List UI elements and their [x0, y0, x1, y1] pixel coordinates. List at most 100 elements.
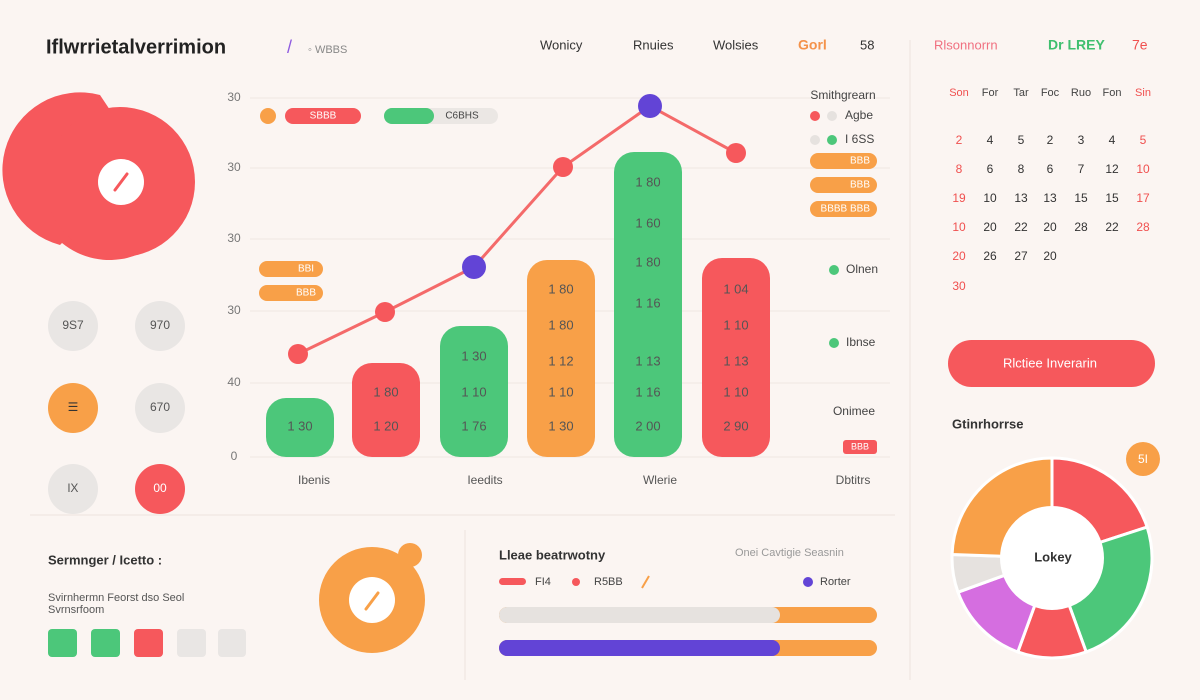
header-link[interactable]: 7e — [1132, 37, 1148, 53]
calendar-day[interactable]: 6 — [1047, 162, 1054, 176]
stat-label[interactable]: 9S7 — [62, 318, 84, 332]
bar-label: 1 30 — [461, 348, 486, 363]
calendar-day[interactable]: 30 — [952, 279, 966, 293]
stat-circle[interactable] — [135, 301, 185, 351]
calendar-day[interactable]: 22 — [1014, 220, 1028, 234]
bar-label: 1 20 — [373, 418, 398, 433]
trend-point — [462, 255, 486, 279]
nav-item[interactable]: Wonicy — [540, 37, 583, 52]
button-label[interactable]: Rlctiee Inverarin — [1003, 355, 1097, 370]
legend-label: Ibnse — [846, 335, 876, 349]
calendar-day[interactable]: 5 — [1018, 133, 1025, 147]
legend-tag — [843, 440, 877, 454]
badge-label: 5I — [1138, 452, 1148, 466]
nav-item[interactable]: 58 — [860, 37, 874, 52]
legend-label: Olnen — [846, 262, 878, 276]
legend-label: R5BB — [594, 576, 623, 588]
swatch[interactable] — [177, 629, 206, 657]
legend-tag-label: BBB — [851, 441, 869, 451]
side-pill — [259, 261, 323, 277]
donut-hole — [1000, 506, 1104, 610]
x-axis-label: Wlerie — [643, 473, 677, 487]
calendar-day[interactable]: 2 — [1047, 133, 1054, 147]
legend-dot — [829, 265, 839, 275]
swatch[interactable] — [91, 629, 120, 657]
nav-item[interactable]: Gorl — [798, 37, 827, 53]
calendar-day[interactable]: 20 — [1043, 249, 1057, 263]
calendar-day[interactable]: 10 — [1136, 162, 1150, 176]
stat-circle[interactable] — [48, 383, 98, 433]
calendar-day[interactable]: 27 — [1014, 249, 1028, 263]
stat-label[interactable]: 970 — [150, 318, 170, 332]
y-axis-label: 30 — [227, 160, 241, 174]
stat-circle[interactable] — [48, 301, 98, 351]
weekday: Foc — [1041, 87, 1060, 99]
bar-label: 1 76 — [461, 418, 486, 433]
stat-label[interactable]: lX — [68, 481, 79, 495]
trend-point — [375, 302, 395, 322]
legend-pill — [499, 578, 526, 585]
bar-label: 1 80 — [548, 317, 573, 332]
weekday: Tar — [1013, 87, 1029, 99]
calendar-day[interactable]: 22 — [1105, 220, 1119, 234]
calendar-day[interactable]: 28 — [1136, 220, 1150, 234]
swatch[interactable] — [134, 629, 163, 657]
stat-label[interactable]: 00 — [153, 481, 167, 495]
calendar-day[interactable]: 17 — [1136, 191, 1150, 205]
bar-label: 1 10 — [548, 384, 573, 399]
side-pill — [259, 285, 323, 301]
calendar-day[interactable]: 13 — [1014, 191, 1028, 205]
calendar-day[interactable]: 20 — [983, 220, 997, 234]
calendar-day[interactable]: 20 — [1043, 220, 1057, 234]
x-axis-label: Dbtitrs — [836, 473, 871, 487]
calendar-day[interactable]: 6 — [987, 162, 994, 176]
legend-label: Onimee — [833, 404, 875, 418]
calendar-day[interactable]: 8 — [1018, 162, 1025, 176]
bar-label: 1 13 — [723, 353, 748, 368]
calendar-day[interactable]: 4 — [987, 133, 994, 147]
stat-circle[interactable] — [135, 383, 185, 433]
weekday: Ruo — [1071, 87, 1091, 99]
calendar-day[interactable]: 15 — [1105, 191, 1119, 205]
legend-pill — [285, 108, 361, 124]
calendar-day[interactable]: 2 — [956, 133, 963, 147]
stat-label[interactable]: 670 — [150, 400, 170, 414]
orange-icon — [398, 543, 422, 567]
calendar-day[interactable]: 26 — [983, 249, 997, 263]
stat-circle[interactable] — [48, 464, 98, 514]
icon-check — [364, 591, 380, 611]
calendar-day[interactable]: 20 — [952, 249, 966, 263]
stat-label[interactable]: ☰ — [68, 400, 79, 414]
badge — [1126, 442, 1160, 476]
subtitle: ◦ WBBS — [308, 44, 347, 56]
calendar-day[interactable]: 10 — [952, 220, 966, 234]
calendar-day[interactable]: 8 — [956, 162, 963, 176]
header-link[interactable]: Dr LREY — [1048, 37, 1105, 53]
swatch[interactable] — [48, 629, 77, 657]
calendar-day[interactable]: 12 — [1105, 162, 1119, 176]
calendar-day[interactable]: 10 — [983, 191, 997, 205]
action-button[interactable] — [948, 340, 1155, 387]
legend-dot — [572, 578, 580, 586]
calendar-day[interactable]: 15 — [1074, 191, 1088, 205]
section-title: Lleae beatrwotny — [499, 547, 606, 562]
legend-label: I 6SS — [845, 132, 874, 146]
calendar-day[interactable]: 5 — [1140, 133, 1147, 147]
calendar-day[interactable]: 4 — [1109, 133, 1116, 147]
bar — [352, 363, 420, 457]
calendar-day[interactable]: 7 — [1078, 162, 1085, 176]
calendar-day[interactable]: 19 — [952, 191, 966, 205]
calendar-day[interactable]: 13 — [1043, 191, 1057, 205]
stat-circle[interactable] — [135, 464, 185, 514]
legend-pill — [810, 177, 877, 193]
nav-item[interactable]: Wolsies — [713, 37, 759, 52]
legend-pill-label: BBB — [850, 180, 870, 191]
section-title: Gtinrhorrse — [952, 416, 1024, 431]
nav-item[interactable]: Rnuies — [633, 37, 674, 52]
trend-line — [297, 104, 737, 356]
header-link[interactable]: Rlsonnorrn — [934, 37, 998, 52]
calendar-day[interactable]: 3 — [1078, 133, 1085, 147]
calendar-day[interactable]: 28 — [1074, 220, 1088, 234]
swatch[interactable] — [218, 629, 246, 657]
